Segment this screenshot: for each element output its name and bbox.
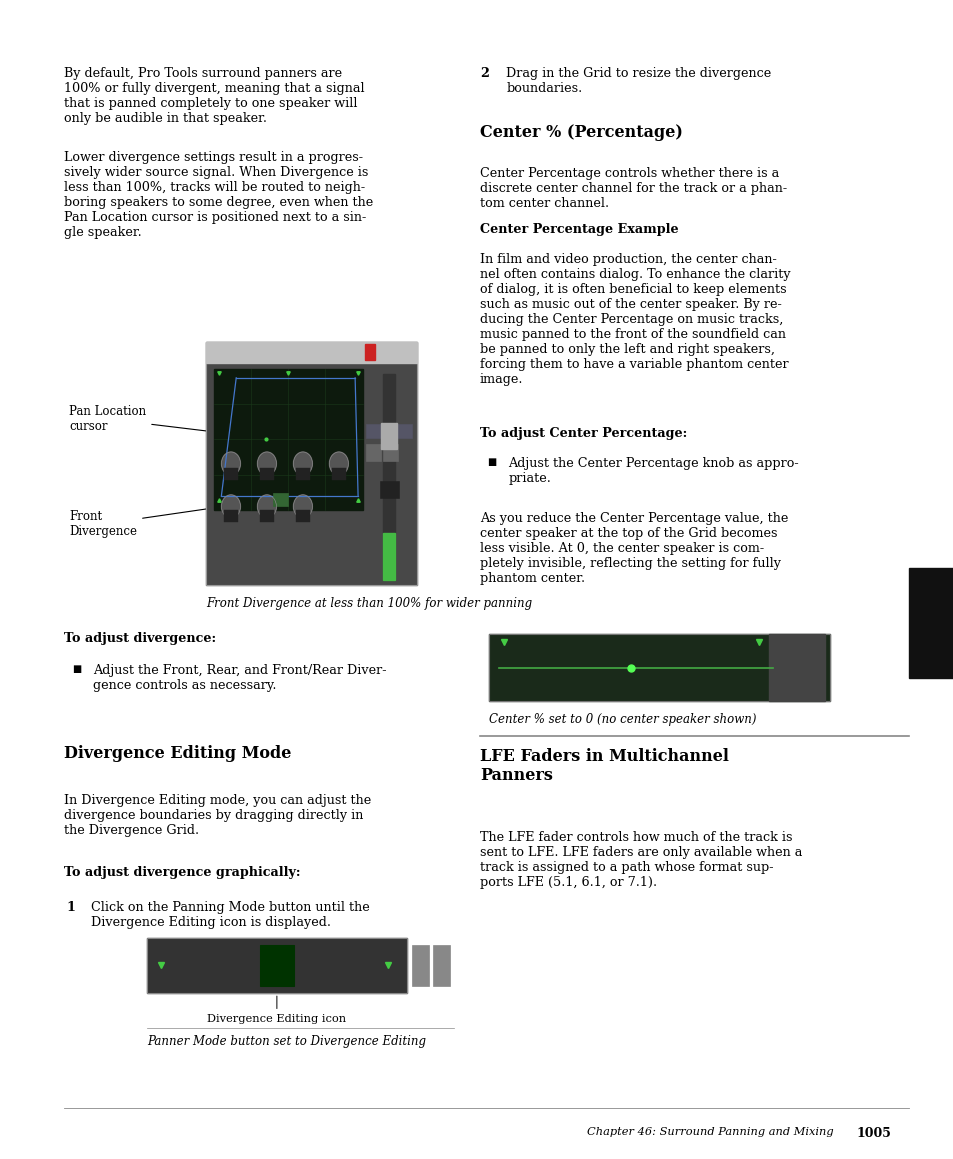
Text: S: S: [371, 452, 375, 460]
Text: LFE: LFE: [371, 369, 386, 377]
Text: M: M: [386, 452, 395, 460]
Text: main out: main out: [253, 345, 287, 353]
Text: Center % set to 0 (no center speaker shown): Center % set to 0 (no center speaker sho…: [489, 713, 756, 726]
Bar: [147, 938, 407, 993]
Text: As you reduce the Center Percentage value, the
center speaker at the top of the : As you reduce the Center Percentage valu…: [479, 512, 787, 585]
Text: Center % (Percentage): Center % (Percentage): [479, 124, 682, 141]
Bar: [432, 945, 449, 986]
Bar: [260, 510, 274, 522]
Text: Divergence Editing icon: Divergence Editing icon: [207, 996, 346, 1025]
Text: Position: Position: [213, 440, 249, 449]
Bar: [206, 342, 416, 585]
Circle shape: [294, 452, 312, 475]
Text: Front: Front: [221, 445, 236, 450]
Text: Chapter 46: Surround Panning and Mixing: Chapter 46: Surround Panning and Mixing: [586, 1127, 833, 1137]
Bar: [332, 468, 345, 480]
Bar: [489, 634, 829, 701]
Bar: [365, 344, 375, 360]
Bar: [274, 493, 288, 506]
Bar: [908, 568, 953, 678]
Text: By default, Pro Tools surround panners are
100% or fully divergent, meaning that: By default, Pro Tools surround panners a…: [64, 67, 365, 125]
Bar: [224, 468, 237, 480]
Text: Drag in the Grid to resize the divergence
boundaries.: Drag in the Grid to resize the divergenc…: [506, 67, 771, 95]
Text: 2: 2: [479, 67, 488, 80]
Text: Ctr: Ctr: [294, 445, 302, 450]
Circle shape: [329, 452, 348, 475]
Text: Divergence: Divergence: [213, 487, 262, 495]
Bar: [296, 510, 309, 522]
Text: Click on the Panning Mode button until the
Divergence Editing icon is displayed.: Click on the Panning Mode button until t…: [91, 901, 369, 928]
Text: Ctr: Ctr: [294, 491, 302, 496]
Bar: [147, 938, 407, 993]
Text: Center Percentage controls whether there is a
discrete center channel for the tr: Center Percentage controls whether there…: [479, 167, 786, 210]
Bar: [206, 342, 416, 363]
Text: Front: Front: [221, 491, 236, 496]
Text: Auto: Auto: [368, 424, 384, 432]
Text: Lower divergence settings result in a progres-
sively wider source signal. When : Lower divergence settings result in a pr…: [64, 151, 374, 239]
Text: Rear: Rear: [257, 445, 271, 450]
Bar: [768, 634, 824, 701]
Circle shape: [257, 452, 276, 475]
Bar: [379, 481, 398, 498]
Bar: [381, 423, 396, 449]
Bar: [224, 510, 237, 522]
Bar: [383, 444, 397, 461]
Text: M: M: [435, 962, 446, 971]
Text: Front
Divergence: Front Divergence: [69, 506, 220, 538]
Bar: [366, 444, 380, 461]
Circle shape: [221, 495, 240, 518]
Text: Pan Location
cursor: Pan Location cursor: [69, 404, 249, 436]
Circle shape: [294, 495, 312, 518]
Bar: [489, 634, 829, 701]
Bar: [296, 468, 309, 480]
Text: 1: 1: [66, 901, 75, 913]
Text: The LFE fader controls how much of the track is
sent to LFE. LFE faders are only: The LFE fader controls how much of the t…: [479, 831, 801, 889]
Text: 1005: 1005: [856, 1127, 891, 1139]
Text: ■: ■: [487, 457, 497, 467]
Text: LFE: LFE: [782, 643, 801, 653]
Text: Adjust the Center Percentage knob as appro-
priate.: Adjust the Center Percentage knob as app…: [508, 457, 798, 484]
Bar: [259, 945, 294, 986]
Text: Divergence Editing Mode: Divergence Editing Mode: [64, 745, 292, 763]
Text: LFE Faders in Multichannel
Panners: LFE Faders in Multichannel Panners: [479, 748, 728, 785]
Bar: [383, 533, 395, 580]
Bar: [366, 424, 412, 438]
Bar: [260, 468, 274, 480]
Text: Panner Mode button set to Divergence Editing: Panner Mode button set to Divergence Edi…: [147, 1035, 425, 1048]
Text: Adjust the Front, Rear, and Front/Rear Diver-
gence controls as necessary.: Adjust the Front, Rear, and Front/Rear D…: [92, 664, 386, 692]
Text: Ctr%: Ctr%: [329, 445, 343, 450]
Text: L 1: L 1: [314, 345, 327, 353]
Circle shape: [221, 452, 240, 475]
Bar: [206, 342, 416, 585]
Text: S: S: [416, 962, 423, 971]
Text: SAFE: SAFE: [343, 345, 366, 353]
Text: Center Percentage Example: Center Percentage Example: [479, 223, 678, 235]
Bar: [213, 369, 362, 510]
Text: ■: ■: [71, 664, 81, 675]
Text: In film and video production, the center chan-
nel often contains dialog. To enh: In film and video production, the center…: [479, 253, 790, 386]
Text: -48: -48: [383, 487, 394, 491]
Text: To adjust divergence:: To adjust divergence:: [64, 632, 216, 644]
Text: □: □: [272, 962, 281, 971]
Bar: [412, 945, 428, 986]
Text: Rear: Rear: [257, 491, 271, 496]
Bar: [383, 374, 395, 580]
Text: In Divergence Editing mode, you can adjust the
divergence boundaries by dragging: In Divergence Editing mode, you can adju…: [64, 794, 372, 837]
Text: To adjust Center Percentage:: To adjust Center Percentage:: [479, 427, 686, 439]
Text: Front Divergence at less than 100% for wider panning: Front Divergence at less than 100% for w…: [206, 597, 532, 610]
Text: To adjust divergence graphically:: To adjust divergence graphically:: [64, 866, 300, 879]
Circle shape: [257, 495, 276, 518]
Text: FX 1: FX 1: [215, 345, 233, 353]
